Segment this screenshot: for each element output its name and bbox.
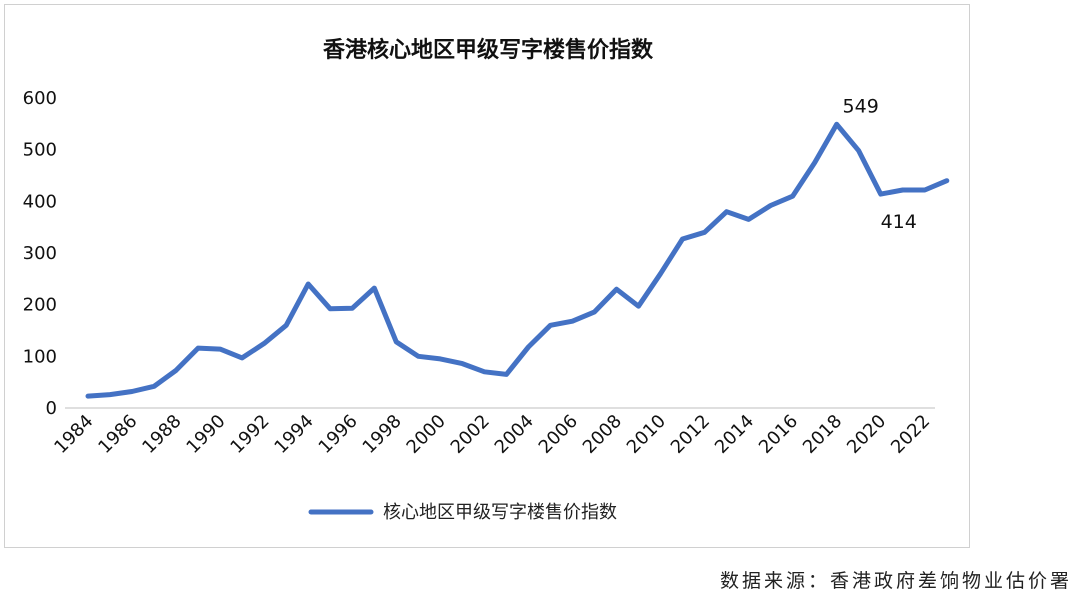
x-tick-label: 2002 [447, 411, 494, 458]
x-tick-label: 2000 [403, 411, 450, 458]
data-label: 549 [843, 95, 879, 117]
y-tick-label: 500 [23, 140, 57, 161]
x-tick-label: 1998 [359, 411, 406, 458]
data-point [438, 356, 443, 361]
x-tick-label: 2020 [843, 411, 890, 458]
x-tick-label: 1996 [315, 411, 362, 458]
x-tick-label: 2008 [579, 411, 626, 458]
data-point [856, 148, 861, 153]
data-point [152, 384, 157, 389]
x-tick-label: 2004 [491, 411, 538, 458]
y-tick-label: 300 [23, 243, 57, 264]
data-point [658, 271, 663, 276]
data-point [768, 203, 773, 208]
data-point [834, 122, 839, 127]
x-tick-label: 2006 [535, 411, 582, 458]
data-point [394, 339, 399, 344]
series-line [85, 121, 950, 399]
data-point [900, 188, 905, 193]
data-point [636, 304, 641, 309]
x-tick-label: 2016 [755, 411, 802, 458]
data-point [174, 368, 179, 373]
data-point [130, 389, 135, 394]
x-tick-label: 1994 [270, 411, 317, 458]
x-tick-label: 2018 [799, 411, 846, 458]
data-point [416, 354, 421, 359]
data-point [922, 188, 927, 193]
y-tick-label: 0 [46, 398, 57, 419]
data-point [460, 361, 465, 366]
x-tick-label: 1988 [138, 411, 185, 458]
x-tick-label: 1984 [50, 411, 97, 458]
data-point [790, 194, 795, 199]
data-point [262, 341, 267, 346]
data-point [306, 282, 311, 287]
data-labels: 549 414 [843, 95, 917, 233]
y-tick-label: 400 [23, 191, 57, 212]
x-axis-ticks: 1984198619881990199219941996199820002002… [50, 411, 934, 458]
data-point [702, 230, 707, 235]
data-point [592, 309, 597, 314]
data-point [504, 372, 509, 377]
y-tick-label: 100 [23, 346, 57, 367]
data-label: 414 [881, 211, 917, 233]
data-point [218, 347, 223, 352]
x-tick-label: 2010 [623, 411, 670, 458]
data-point [526, 345, 531, 350]
data-point [724, 209, 729, 214]
data-point [350, 306, 355, 311]
data-point [372, 286, 377, 291]
y-tick-label: 600 [23, 88, 57, 109]
data-point [548, 323, 553, 328]
data-point [482, 369, 487, 374]
data-point [944, 178, 949, 183]
x-tick-label: 2012 [667, 411, 714, 458]
data-point [614, 287, 619, 292]
data-point [284, 323, 289, 328]
y-axis-ticks: 0 100 200 300 400 500 600 [23, 88, 57, 419]
source-note: 数据来源：香港政府差饷物业估价署 [719, 570, 1072, 592]
legend-label: 核心地区甲级写字楼售价指数 [383, 502, 617, 523]
data-point [108, 392, 113, 397]
data-point [746, 217, 751, 222]
data-point [328, 306, 333, 311]
chart-title: 香港核心地区甲级写字楼售价指数 [323, 37, 654, 63]
x-tick-label: 1986 [94, 411, 141, 458]
x-tick-label: 1992 [226, 411, 273, 458]
data-point [240, 355, 245, 360]
x-tick-label: 2022 [887, 411, 934, 458]
x-tick-label: 2014 [711, 411, 758, 458]
data-point [196, 346, 201, 351]
data-point [878, 192, 883, 197]
data-point [812, 160, 817, 165]
chart-frame: 香港核心地区甲级写字楼售价指数 0 100 200 300 400 500 600 1984… [4, 4, 970, 548]
data-point [680, 237, 685, 242]
line-chart: 香港核心地区甲级写字楼售价指数 0 100 200 300 400 500 600 1984… [23, 37, 950, 523]
data-point [86, 394, 91, 399]
y-tick-label: 200 [23, 295, 57, 316]
legend: 核心地区甲级写字楼售价指数 [308, 502, 617, 523]
data-point [570, 319, 575, 324]
x-tick-label: 1990 [182, 411, 229, 458]
